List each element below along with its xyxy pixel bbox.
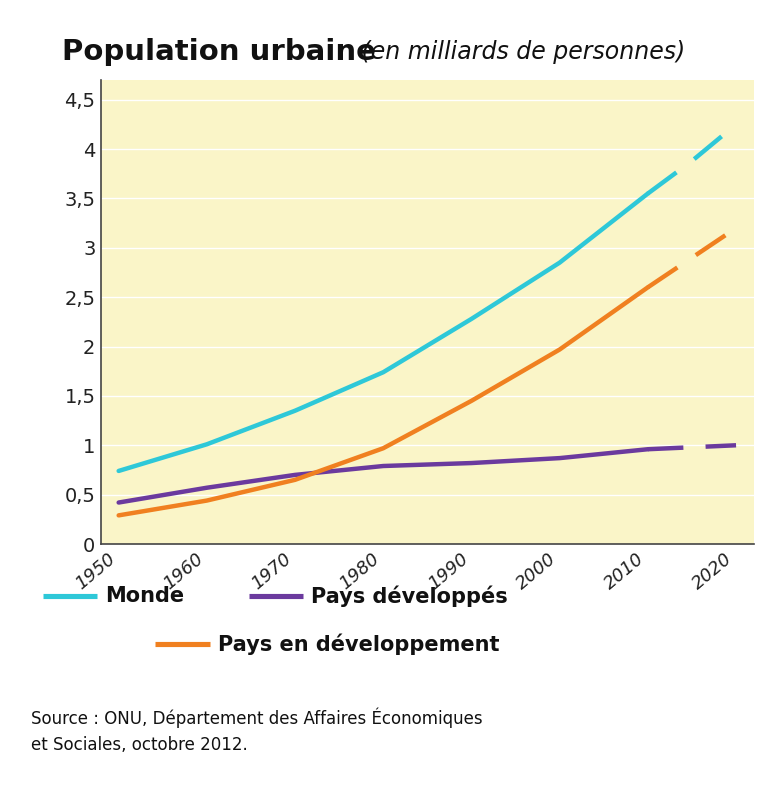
Text: (en milliards de personnes): (en milliards de personnes) xyxy=(354,40,685,64)
Text: Source : ONU, Département des Affaires Économiques
et Sociales, octobre 2012.: Source : ONU, Département des Affaires É… xyxy=(31,708,483,754)
Text: Pays en développement: Pays en développement xyxy=(218,634,499,654)
Text: Population urbaine: Population urbaine xyxy=(62,38,376,66)
Text: Pays développés: Pays développés xyxy=(311,586,507,606)
Text: Monde: Monde xyxy=(105,586,184,606)
